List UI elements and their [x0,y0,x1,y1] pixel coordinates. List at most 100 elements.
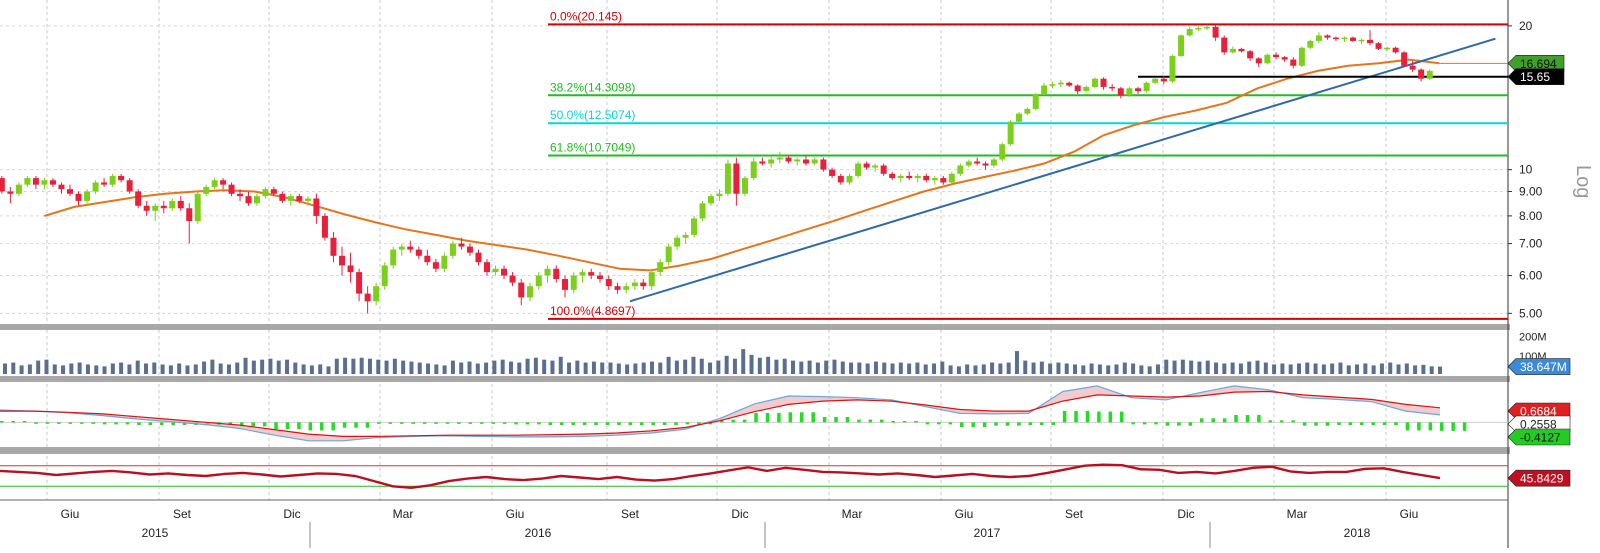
candle-body [965,161,972,166]
candle-body [570,275,577,290]
macd-histogram-bar [868,419,873,423]
month-label: Giu [61,507,80,521]
volume-bar [849,362,854,374]
candle-body [544,268,551,276]
volume-bar [1296,363,1301,374]
candle-body [458,243,465,247]
macd-histogram-bar [857,419,861,423]
volume-bar [1097,364,1102,374]
macd-histogram-bar [1382,422,1387,426]
volume-bar [1396,364,1401,374]
candle-body [940,178,947,183]
macd-histogram-bar [34,422,38,424]
year-label: 2016 [525,526,552,540]
volume-bar [567,362,572,374]
macd-histogram-bar [697,422,701,425]
candle-body [1307,40,1314,48]
macd-histogram-bar [834,416,838,423]
volume-bar [1363,363,1368,374]
candle-body [631,282,638,287]
macd-histogram-bar [742,419,747,423]
volume-bar [44,359,49,374]
volume-bar [1338,362,1343,374]
price-tag-background [1507,68,1565,86]
year-label: 2015 [142,526,169,540]
volume-bar [741,349,746,374]
volume-bar [591,361,596,374]
volume-bar [1023,360,1028,374]
volume-bar [1048,363,1053,374]
macd-histogram-bar [1280,420,1284,423]
panel-separator [0,376,1510,382]
volume-bar [484,362,489,374]
candle-body [597,275,603,280]
volume-bar [334,358,339,374]
macd-histogram-bar [1462,422,1467,431]
macd-histogram-bar [1017,422,1021,426]
candle-body [1195,27,1202,30]
volume-bar [948,365,953,374]
candle-body [665,246,672,263]
volume-bar [641,362,646,374]
candle-body [1247,51,1254,59]
macd-histogram-bar [960,422,964,428]
candle-body [407,246,414,250]
candle-body [1083,86,1090,92]
macd-histogram-bar [308,422,313,431]
volume-bar [318,364,323,374]
log-scale-label: Log [1572,165,1594,198]
candle-body [724,163,731,194]
macd-histogram-bar [811,412,815,423]
volume-bar [923,364,928,374]
volume-bar [542,359,547,374]
rsi-tag: 45.8429 [1520,472,1564,486]
macd-histogram-bar [422,422,427,424]
volume-last-tag-background [1507,358,1571,375]
candle-body [562,279,568,290]
macd-histogram-bar [685,422,690,425]
volume-bar [61,365,66,374]
volume-bar [882,362,887,374]
volume-bar [708,362,713,374]
candle-body [1160,78,1167,82]
candle-body [390,249,397,266]
macd-histogram-bar [468,422,473,424]
volume-bar [144,363,149,374]
price-tick-label: 8.00 [1519,209,1543,223]
macd-histogram-bar [1325,422,1330,426]
candle-body [169,200,176,209]
volume-bar [1230,362,1235,374]
moving-average-line [44,58,1440,272]
macd-histogram-bar [1062,410,1067,423]
macd-histogram-bar [400,422,404,424]
candle-body [733,163,740,194]
candle-body [49,180,56,185]
candle-body [990,159,997,166]
volume-bar [575,360,580,374]
macd-line-tag: 0.6684 [1520,405,1557,419]
volume-bar [965,364,970,374]
macd-histogram-bar [1188,422,1193,426]
candle-body [253,196,260,204]
candle-body [1007,121,1014,145]
month-label: Dic [731,507,748,521]
volume-bar [19,365,24,374]
volume-bar [210,359,215,374]
volume-bar [1355,364,1360,374]
volume-bar [52,364,57,374]
price-tick-label: 5.00 [1519,306,1543,320]
macd-histogram-bar [1314,422,1318,426]
macd-histogram-bar [1040,422,1044,426]
candle-body [682,234,689,238]
candle-body [509,275,516,283]
volume-bar [367,358,372,374]
macd-histogram-bar [1005,422,1010,426]
volume-bar [981,364,986,374]
volume-bar [326,366,331,374]
candle-body [41,180,48,185]
price-tag: 16.694 [1520,57,1557,71]
macd-histogram-bar [1394,422,1398,426]
candle-body [1024,108,1031,114]
rsi-line [0,463,1441,490]
volume-bar [127,364,132,374]
